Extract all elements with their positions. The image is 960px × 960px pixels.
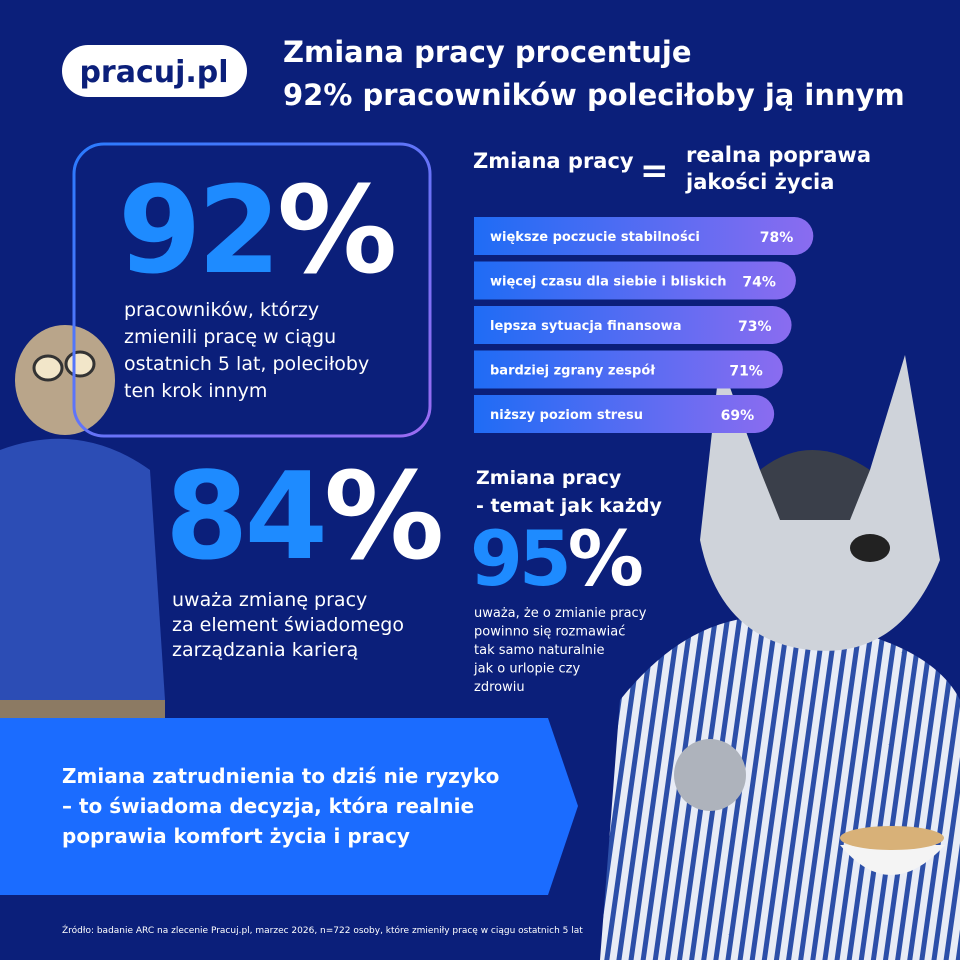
bar-label: więcej czasu dla siebie i bliskich xyxy=(490,275,727,290)
bar xyxy=(474,306,792,344)
big-stat: 92% xyxy=(118,162,394,301)
big-stat: 95% xyxy=(470,514,642,603)
stat-box xyxy=(72,142,432,438)
stat-text: uważa zmianę pracy xyxy=(172,589,367,611)
bar xyxy=(474,350,783,389)
bar-label: lepsza sytuacja finansowa xyxy=(490,319,681,334)
value-label: 71% xyxy=(729,364,763,380)
stat-text: ostatnich 5 lat, poleciłoby xyxy=(124,353,369,375)
equation-right: realna poprawa xyxy=(686,143,871,167)
value-label: 74% xyxy=(742,275,776,291)
bar xyxy=(474,395,775,433)
stat-text: zmienili pracę w ciągu xyxy=(124,326,336,348)
stat-heading: - temat jak każdy xyxy=(476,495,662,517)
stat-unit: % xyxy=(324,448,441,587)
equation-left: Zmiana pracy xyxy=(473,149,634,173)
stat-heading: Zmiana pracy xyxy=(476,467,622,489)
banner xyxy=(0,718,578,895)
stat-number: 84 xyxy=(165,448,324,587)
bar-label: niższy poziom stresu xyxy=(490,408,643,423)
stat-text: powinno się rozmawiać xyxy=(474,625,625,640)
big-stat: 84% xyxy=(165,448,441,587)
value-label: 78% xyxy=(760,230,794,246)
bar-label: większe poczucie stabilności xyxy=(490,230,700,245)
stat-text: uważa, że o zmianie pracy xyxy=(474,606,647,621)
footnote: Źródło: badanie ARC na zlecenie Pracuj.p… xyxy=(62,924,583,936)
stat-text: ten krok innym xyxy=(124,380,267,402)
bar xyxy=(474,261,796,300)
bar-label: bardziej zgrany zespół xyxy=(490,364,656,379)
stat-unit: % xyxy=(568,514,642,603)
value-label: 73% xyxy=(738,319,772,335)
stat-text: za element świadomego xyxy=(172,614,404,636)
husky-illustration xyxy=(600,355,960,960)
banner-text: poprawia komfort życia i pracy xyxy=(62,824,410,848)
logo: pracuj.pl xyxy=(79,55,228,90)
equation-right: jakości życia xyxy=(685,170,834,194)
stat-unit: % xyxy=(277,162,394,301)
stat-text: pracowników, którzy xyxy=(124,299,319,321)
meerkat-illustration xyxy=(0,325,165,720)
banner-text: Zmiana zatrudnienia to dziś nie ryzyko xyxy=(62,764,499,788)
bar xyxy=(474,217,814,255)
stat-text: jak o urlopie czy xyxy=(473,662,580,677)
stat-text: zarządzania karierą xyxy=(172,639,358,661)
stat-text: zdrowiu xyxy=(474,680,525,695)
equation-sign: = xyxy=(640,151,669,191)
title-line: 92% pracowników poleciłoby ją innym xyxy=(283,78,905,112)
logo-pill xyxy=(62,45,247,97)
stat-text: tak samo naturalnie xyxy=(474,643,605,658)
banner-text: – to świadoma decyzja, która realnie xyxy=(62,794,474,818)
title-line: Zmiana pracy procentuje xyxy=(283,35,692,69)
value-label: 69% xyxy=(721,408,755,424)
stat-number: 92 xyxy=(118,162,277,301)
stat-number: 95 xyxy=(470,514,568,603)
